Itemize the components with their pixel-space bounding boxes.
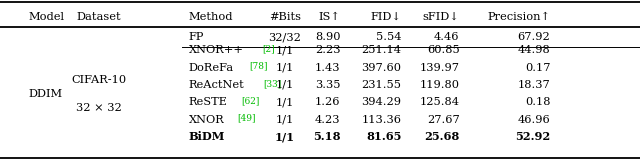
Text: 1/1: 1/1 (276, 115, 294, 125)
Text: [49]: [49] (237, 113, 256, 122)
Text: 0.18: 0.18 (525, 97, 550, 107)
Text: 394.29: 394.29 (361, 97, 401, 107)
Text: IS↑: IS↑ (319, 12, 340, 22)
Text: 1.26: 1.26 (315, 97, 340, 107)
Text: ReSTE: ReSTE (189, 97, 228, 107)
Text: [62]: [62] (241, 96, 260, 105)
Text: [78]: [78] (250, 61, 268, 70)
Text: FP: FP (189, 32, 204, 42)
Text: 67.92: 67.92 (518, 32, 550, 42)
Text: Model: Model (29, 12, 65, 22)
Text: 2.23: 2.23 (315, 45, 340, 55)
Text: 139.97: 139.97 (420, 63, 460, 73)
Text: 251.14: 251.14 (361, 45, 401, 55)
Text: 8.90: 8.90 (315, 32, 340, 42)
Text: Method: Method (189, 12, 234, 22)
Text: 32 × 32: 32 × 32 (76, 103, 122, 113)
Text: 1/1: 1/1 (276, 97, 294, 107)
Text: 52.92: 52.92 (515, 131, 550, 142)
Text: 5.18: 5.18 (313, 131, 340, 142)
Text: 81.65: 81.65 (366, 131, 401, 142)
Text: 4.23: 4.23 (315, 115, 340, 125)
Text: 25.68: 25.68 (424, 131, 460, 142)
Text: 1/1: 1/1 (276, 63, 294, 73)
Text: CIFAR-10: CIFAR-10 (72, 75, 127, 85)
Text: DDIM: DDIM (29, 89, 63, 99)
Text: 231.55: 231.55 (361, 80, 401, 90)
Text: FID↓: FID↓ (371, 12, 401, 22)
Text: 1.43: 1.43 (315, 63, 340, 73)
Text: #Bits: #Bits (269, 12, 301, 22)
Text: XNOR: XNOR (189, 115, 225, 125)
Text: BiDM: BiDM (189, 131, 225, 142)
Text: 119.80: 119.80 (420, 80, 460, 90)
Text: 18.37: 18.37 (518, 80, 550, 90)
Text: 1/1: 1/1 (276, 80, 294, 90)
Text: 1/1: 1/1 (276, 45, 294, 55)
Text: 125.84: 125.84 (420, 97, 460, 107)
Text: 32/32: 32/32 (268, 32, 301, 42)
Text: 0.17: 0.17 (525, 63, 550, 73)
Text: 46.96: 46.96 (518, 115, 550, 125)
Text: [33]: [33] (263, 79, 282, 88)
Text: 4.46: 4.46 (434, 32, 460, 42)
Text: 60.85: 60.85 (427, 45, 460, 55)
Text: Dataset: Dataset (77, 12, 122, 22)
Text: 3.35: 3.35 (315, 80, 340, 90)
Text: 113.36: 113.36 (361, 115, 401, 125)
Text: 1/1: 1/1 (275, 131, 295, 142)
Text: Precision↑: Precision↑ (488, 12, 550, 22)
Text: [2]: [2] (262, 44, 275, 53)
Text: 44.98: 44.98 (518, 45, 550, 55)
Text: XNOR++: XNOR++ (189, 45, 244, 55)
Text: ReActNet: ReActNet (189, 80, 244, 90)
Text: sFID↓: sFID↓ (423, 12, 460, 22)
Text: 27.67: 27.67 (427, 115, 460, 125)
Text: 5.54: 5.54 (376, 32, 401, 42)
Text: 397.60: 397.60 (361, 63, 401, 73)
Text: DoReFa: DoReFa (189, 63, 234, 73)
